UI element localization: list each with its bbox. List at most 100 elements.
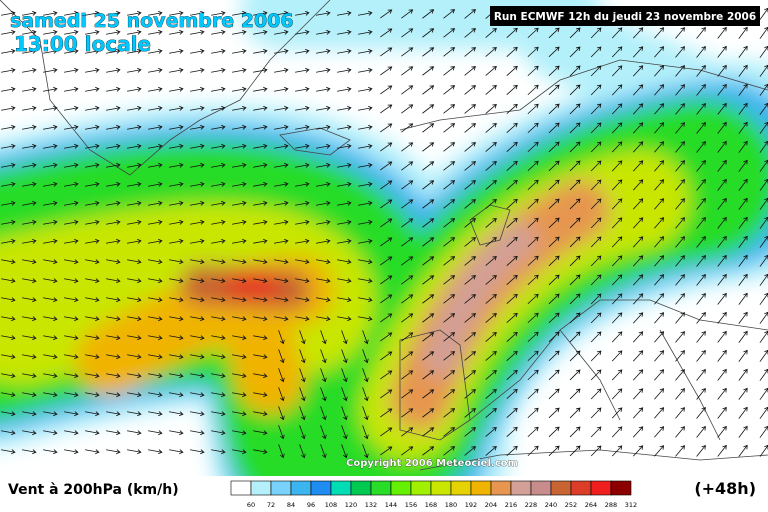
- wind-arrow: [654, 255, 665, 267]
- wind-arrow: [380, 28, 393, 38]
- wind-arrow: [127, 316, 142, 322]
- wind-arrow: [717, 349, 727, 362]
- wind-arrow: [696, 197, 706, 210]
- wind-arrow: [590, 179, 602, 191]
- wind-arrow: [569, 293, 581, 305]
- wind-arrow: [232, 430, 247, 436]
- wind-arrow: [548, 27, 560, 39]
- wind-arrow: [253, 219, 268, 225]
- wind-arrow: [675, 27, 685, 39]
- wind-arrow: [590, 255, 602, 267]
- wind-arrow: [127, 10, 142, 16]
- wind-arrow: [633, 84, 644, 96]
- wind-arrow: [106, 162, 121, 168]
- wind-arrow: [738, 330, 748, 343]
- wind-arrow: [633, 236, 644, 248]
- wind-arrow: [633, 27, 644, 39]
- wind-arrow: [401, 408, 414, 418]
- wind-arrow: [85, 219, 100, 225]
- wind-arrow: [717, 425, 727, 438]
- wind-arrow: [717, 216, 727, 229]
- wind-arrow: [696, 235, 706, 248]
- wind-arrow: [337, 297, 352, 303]
- wind-arrow: [85, 124, 100, 130]
- wind-arrow: [633, 255, 644, 267]
- wind-arrow: [169, 238, 184, 244]
- wind-arrow: [274, 105, 289, 111]
- wind-arrow: [85, 354, 100, 360]
- wind-arrow: [633, 141, 644, 153]
- wind-arrow: [506, 84, 518, 95]
- wind-arrow: [169, 29, 184, 35]
- wind-arrow: [22, 124, 37, 130]
- wind-arrow: [22, 449, 37, 455]
- wind-arrow: [299, 425, 306, 440]
- wind-arrow: [316, 259, 331, 265]
- wind-arrow: [362, 330, 369, 345]
- wind-arrow: [717, 368, 727, 381]
- wind-arrow: [527, 160, 539, 172]
- wind-arrow: [633, 122, 644, 134]
- wind-arrow: [590, 46, 602, 58]
- wind-arrow: [64, 259, 79, 265]
- wind-arrow: [738, 368, 748, 381]
- wind-arrow: [590, 122, 602, 134]
- wind-arrow: [401, 85, 414, 95]
- wind-arrow: [717, 26, 727, 39]
- wind-arrow: [485, 236, 497, 247]
- wind-arrow: [106, 238, 121, 244]
- wind-arrow: [464, 104, 476, 114]
- wind-arrow: [569, 141, 581, 153]
- wind-arrow: [527, 179, 539, 191]
- wind-arrow: [337, 143, 352, 149]
- wind-arrow: [548, 236, 560, 248]
- wind-arrow: [485, 293, 497, 304]
- legend-label: 144: [385, 501, 397, 509]
- wind-arrow: [43, 181, 58, 187]
- wind-arrow: [106, 316, 121, 322]
- wind-arrow: [127, 105, 142, 111]
- wind-arrow: [320, 387, 327, 402]
- wind-arrow: [738, 292, 748, 305]
- wind-arrow: [232, 297, 247, 303]
- wind-arrow: [253, 86, 268, 92]
- wind-arrow: [633, 217, 644, 229]
- wind-arrow: [443, 332, 456, 342]
- wind-arrow: [337, 259, 352, 265]
- wind-arrow: [22, 200, 37, 206]
- wind-arrow: [85, 105, 100, 111]
- wind-arrow: [1, 297, 16, 303]
- wind-arrow: [696, 64, 706, 77]
- wind-arrow: [320, 425, 327, 440]
- wind-arrow: [232, 411, 247, 417]
- wind-arrow: [106, 124, 121, 130]
- wind-arrow: [341, 444, 348, 459]
- wind-arrow: [717, 64, 727, 77]
- wind-arrow: [22, 29, 37, 35]
- wind-arrow: [169, 354, 184, 360]
- wind-arrow: [253, 354, 268, 360]
- wind-arrow: [548, 84, 560, 96]
- wind-arrow: [127, 373, 142, 379]
- wind-arrow: [127, 86, 142, 92]
- wind-arrow: [717, 83, 727, 96]
- wind-arrow: [717, 140, 727, 153]
- wind-arrow: [106, 10, 121, 16]
- wind-arrow: [211, 48, 226, 54]
- wind-arrow: [738, 254, 748, 267]
- wind-arrow: [738, 235, 748, 248]
- wind-arrow: [590, 312, 602, 324]
- wind-arrow: [380, 294, 393, 304]
- wind-arrow: [675, 331, 685, 343]
- wind-arrow: [506, 236, 518, 247]
- wind-arrow: [717, 444, 727, 457]
- wind-arrow: [527, 312, 539, 324]
- wind-arrow: [654, 179, 665, 191]
- wind-arrow: [64, 430, 79, 436]
- wind-arrow: [253, 335, 268, 341]
- wind-arrow: [675, 255, 685, 267]
- wind-arrow: [548, 274, 560, 286]
- legend-label: 72: [267, 501, 275, 509]
- wind-arrow: [696, 349, 706, 362]
- wind-arrow: [590, 65, 602, 77]
